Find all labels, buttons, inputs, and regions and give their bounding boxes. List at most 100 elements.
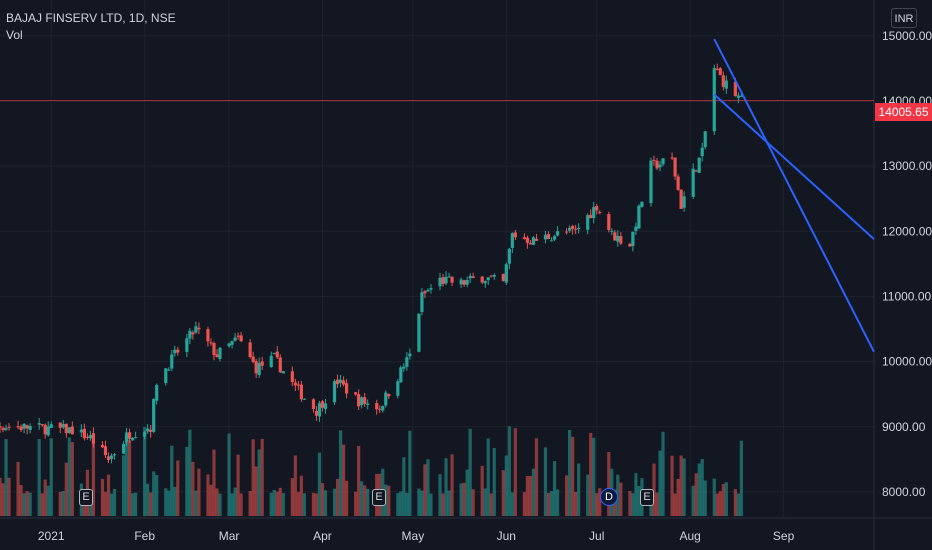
candle-body[interactable] [387,393,391,397]
candle-body[interactable] [206,329,210,342]
candle-body[interactable] [736,95,740,98]
candle-body[interactable] [170,354,174,369]
candle-body[interactable] [281,371,285,374]
candle-body[interactable] [546,234,551,240]
candle-body[interactable] [480,276,484,283]
candle-body[interactable] [197,327,201,330]
candle-body[interactable] [37,423,41,425]
candle-body[interactable] [721,75,725,87]
candle-body[interactable] [619,236,623,244]
candle-body[interactable] [441,277,445,284]
candle-body[interactable] [733,81,737,97]
candle-body[interactable] [251,356,255,362]
candle-body[interactable] [239,335,243,342]
candle-body[interactable] [489,275,493,277]
candle-body[interactable] [375,403,379,410]
candle-body[interactable] [649,160,653,204]
candle-body[interactable] [149,429,153,432]
candle-body[interactable] [438,277,442,287]
candle-body[interactable] [694,170,698,172]
candle-body[interactable] [58,422,62,428]
candle-body[interactable] [408,353,412,357]
candle-body[interactable] [212,342,216,356]
candle-body[interactable] [661,158,665,165]
candle-body[interactable] [275,351,279,358]
candle-body[interactable] [673,157,677,177]
candle-body[interactable] [564,231,569,233]
candle-body[interactable] [586,215,590,230]
candle-body[interactable] [67,427,71,434]
candle-body[interactable] [106,456,111,460]
candle-body[interactable] [652,159,656,161]
candle-body[interactable] [549,240,554,242]
candle-body[interactable] [429,288,433,290]
candle-body[interactable] [194,326,198,333]
candle-body[interactable] [257,362,261,375]
candle-body[interactable] [613,232,617,241]
candle-body[interactable] [555,231,560,236]
candle-body[interactable] [146,428,150,432]
candle-body[interactable] [525,237,530,243]
candle-body[interactable] [109,455,114,459]
candle-body[interactable] [384,392,388,406]
candle-body[interactable] [185,338,189,352]
candle-body[interactable] [700,147,704,157]
candle-body[interactable] [402,366,406,369]
candle-body[interactable] [543,234,548,240]
candle-body[interactable] [447,276,451,278]
candle-body[interactable] [522,237,526,239]
candle-body[interactable] [320,401,325,408]
candle-body[interactable] [260,361,264,366]
candle-body[interactable] [366,403,370,405]
candle-body[interactable] [670,157,674,159]
candle-body[interactable] [25,425,29,429]
dividend-event-marker[interactable]: D [600,488,618,506]
candle-body[interactable] [513,232,517,238]
candle-body[interactable] [302,398,306,400]
candle-body[interactable] [504,264,508,283]
candle-body[interactable] [314,410,319,416]
candle-body[interactable] [85,436,89,438]
candle-body[interactable] [82,428,86,439]
candle-body[interactable] [155,385,159,401]
candle-body[interactable] [167,369,171,371]
candle-body[interactable] [134,437,138,439]
candle-body[interactable] [637,205,641,229]
candle-body[interactable] [405,357,409,367]
candle-body[interactable] [531,237,536,245]
candle-body[interactable] [317,403,322,417]
candle-body[interactable] [507,248,511,264]
candle-body[interactable] [131,437,135,441]
candle-body[interactable] [712,68,716,132]
trend-line[interactable] [713,38,875,353]
candle-body[interactable] [209,342,213,344]
candle-body[interactable] [143,432,147,437]
candle-body[interactable] [378,408,382,410]
candle-body[interactable] [471,276,475,278]
candle-body[interactable] [354,392,358,395]
candle-body[interactable] [399,367,403,383]
candle-body[interactable] [338,379,343,383]
candle-body[interactable] [236,335,240,337]
earnings-event-marker[interactable]: E [79,489,93,506]
candle-body[interactable] [215,354,219,358]
candle-body[interactable] [676,176,680,190]
candle-body[interactable] [64,423,68,434]
candle-body[interactable] [492,274,496,277]
candle-body[interactable] [272,353,276,355]
candle-body[interactable] [360,397,364,406]
candle-body[interactable] [173,349,177,354]
candle-body[interactable] [121,443,126,454]
candle-body[interactable] [230,341,234,345]
candle-body[interactable] [311,399,316,409]
candle-body[interactable] [592,207,596,218]
candle-body[interactable] [233,337,237,341]
candle-body[interactable] [396,381,400,396]
candle-body[interactable] [610,230,614,232]
candle-body[interactable] [655,160,659,169]
candle-body[interactable] [16,426,20,428]
candle-body[interactable] [91,433,96,444]
candle-body[interactable] [61,424,65,428]
candle-body[interactable] [501,273,505,281]
